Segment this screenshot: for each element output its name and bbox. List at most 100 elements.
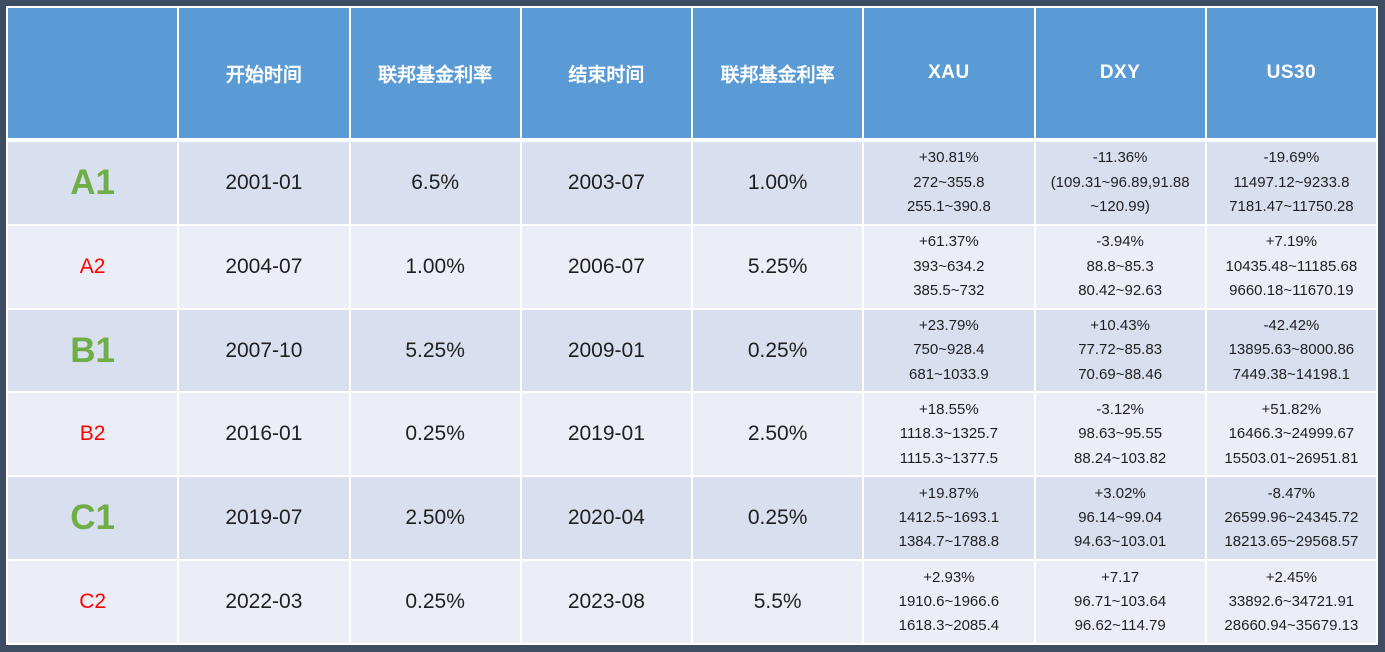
xau-range-1: 1118.3~1325.7 [899,425,999,443]
cell-a2-end-rate: 5.25% [693,225,863,308]
cell-c1-dxy: +3.02% 96.14~99.04 94.63~103.01 [1035,477,1205,560]
cell-a1-dxy: -11.36% (109.31~96.89,91.88 ~120.99) [1035,142,1205,224]
fed-rate-cycle-table: 开始时间 联邦基金利率 结束时间 联邦基金利率 XAU DXY US30 A1 … [6,6,1378,645]
xau-change: +2.93% [923,568,975,586]
us30-change: +51.82% [1261,400,1322,418]
row-label-a1: A1 [8,142,178,224]
cell-b2-us30: +51.82% 16466.3~24999.67 15503.01~26951.… [1206,393,1376,476]
xau-range-1: 1910.6~1966.6 [898,592,1000,610]
xau-range-1: 272~355.8 [913,173,985,191]
cell-c1-us30: -8.47% 26599.96~24345.72 18213.65~29568.… [1206,477,1376,560]
us30-range-2: 28660.94~35679.13 [1224,617,1359,635]
cell-c2-us30: +2.45% 33892.6~34721.91 28660.94~35679.1… [1206,561,1376,643]
xau-range-1: 750~928.4 [913,341,985,359]
column-header-xau: XAU [864,8,1034,140]
us30-range-1: 10435.48~11185.68 [1225,257,1358,275]
column-header-end-rate: 联邦基金利率 [693,8,863,140]
us30-range-2: 15503.01~26951.81 [1224,449,1359,467]
dxy-change: -3.94% [1096,233,1144,251]
cell-c1-start-rate: 2.50% [350,477,520,560]
column-header-us30: US30 [1206,8,1376,140]
us30-range-2: 7449.38~14198.1 [1232,365,1350,383]
dxy-range-1: 98.63~95.55 [1078,425,1163,443]
dxy-range-2: 80.42~92.63 [1078,281,1163,299]
dxy-range-2: ~120.99) [1090,198,1150,216]
xau-range-1: 1412.5~1693.1 [898,509,1000,527]
row-label-c1: C1 [8,477,178,560]
cell-a1-us30: -19.69% 11497.12~9233.8 7181.47~11750.28 [1206,142,1376,224]
column-header-end-time: 结束时间 [521,8,691,140]
dxy-range-2: 96.62~114.79 [1074,617,1166,635]
cell-c1-start-time: 2019-07 [179,477,349,560]
table-row-b1: B1 2007-10 5.25% 2009-01 0.25% +23.79% 7… [8,309,1376,392]
cell-b1-end-rate: 0.25% [693,309,863,392]
dxy-change: -3.12% [1096,400,1144,418]
dxy-range-1: 77.72~85.83 [1078,341,1163,359]
cell-b1-start-time: 2007-10 [179,309,349,392]
us30-range-2: 7181.47~11750.28 [1229,198,1354,216]
us30-change: +2.45% [1265,568,1318,586]
cell-c1-end-rate: 0.25% [693,477,863,560]
us30-range-1: 26599.96~24345.72 [1224,509,1359,527]
cell-b1-dxy: +10.43% 77.72~85.83 70.69~88.46 [1035,309,1205,392]
dxy-change: +7.17 [1101,568,1140,586]
cell-c2-start-rate: 0.25% [350,561,520,643]
cell-b2-dxy: -3.12% 98.63~95.55 88.24~103.82 [1035,393,1205,476]
dxy-range-1: (109.31~96.89,91.88 [1050,173,1190,191]
cell-c1-end-time: 2020-04 [521,477,691,560]
dxy-change: -11.36% [1092,149,1148,167]
table-row-b2: B2 2016-01 0.25% 2019-01 2.50% +18.55% 1… [8,393,1376,476]
cell-a1-xau: +30.81% 272~355.8 255.1~390.8 [864,142,1034,224]
dxy-range-2: 88.24~103.82 [1074,449,1167,467]
cell-c2-end-rate: 5.5% [693,561,863,643]
cell-b2-xau: +18.55% 1118.3~1325.7 1115.3~1377.5 [864,393,1034,476]
us30-range-1: 13895.63~8000.86 [1228,341,1355,359]
table-row-a1: A1 2001-01 6.5% 2003-07 1.00% +30.81% 27… [8,142,1376,224]
cell-a2-dxy: -3.94% 88.8~85.3 80.42~92.63 [1035,225,1205,308]
table-row-c1: C1 2019-07 2.50% 2020-04 0.25% +19.87% 1… [8,477,1376,560]
row-label-c2: C2 [8,561,178,643]
cell-a1-start-time: 2001-01 [179,142,349,224]
xau-range-2: 255.1~390.8 [906,198,991,216]
table-body: A1 2001-01 6.5% 2003-07 1.00% +30.81% 27… [8,142,1376,643]
cell-c2-start-time: 2022-03 [179,561,349,643]
us30-change: +7.19% [1265,233,1318,251]
us30-range-1: 16466.3~24999.67 [1228,425,1355,443]
cell-a2-us30: +7.19% 10435.48~11185.68 9660.18~11670.1… [1206,225,1376,308]
table-row-a2: A2 2004-07 1.00% 2006-07 5.25% +61.37% 3… [8,225,1376,308]
cell-a1-end-rate: 1.00% [693,142,863,224]
cell-c2-xau: +2.93% 1910.6~1966.6 1618.3~2085.4 [864,561,1034,643]
dxy-range-1: 96.14~99.04 [1078,509,1163,527]
cell-a2-start-rate: 1.00% [350,225,520,308]
column-header-row-label [8,8,178,140]
header-row: 开始时间 联邦基金利率 结束时间 联邦基金利率 XAU DXY US30 [8,8,1376,140]
column-header-dxy: DXY [1035,8,1205,140]
cell-b2-end-time: 2019-01 [521,393,691,476]
cell-a1-end-time: 2003-07 [521,142,691,224]
dxy-range-1: 88.8~85.3 [1086,257,1154,275]
table-header: 开始时间 联邦基金利率 结束时间 联邦基金利率 XAU DXY US30 [8,8,1376,140]
column-header-start-time: 开始时间 [179,8,349,140]
xau-change: +23.79% [919,317,979,335]
table-row-c2: C2 2022-03 0.25% 2023-08 5.5% +2.93% 191… [8,561,1376,643]
cell-a2-xau: +61.37% 393~634.2 385.5~732 [864,225,1034,308]
cell-a2-end-time: 2006-07 [521,225,691,308]
xau-change: +18.55% [919,400,979,418]
row-label-b2: B2 [8,393,178,476]
column-header-start-rate: 联邦基金利率 [350,8,520,140]
xau-range-1: 393~634.2 [913,257,985,275]
row-label-b1: B1 [8,309,178,392]
dxy-range-1: 96.71~103.64 [1074,592,1167,610]
us30-range-1: 11497.12~9233.8 [1233,173,1350,191]
cell-b2-start-time: 2016-01 [179,393,349,476]
dxy-change: +10.43% [1090,317,1150,335]
us30-range-2: 9660.18~11670.19 [1229,281,1354,299]
cell-c2-end-time: 2023-08 [521,561,691,643]
xau-range-2: 1618.3~2085.4 [898,617,1000,635]
us30-range-1: 33892.6~34721.91 [1228,592,1355,610]
xau-range-2: 1384.7~1788.8 [898,533,1000,551]
xau-range-2: 385.5~732 [913,281,985,299]
xau-range-2: 681~1033.9 [909,365,989,383]
us30-range-2: 18213.65~29568.57 [1224,533,1359,551]
